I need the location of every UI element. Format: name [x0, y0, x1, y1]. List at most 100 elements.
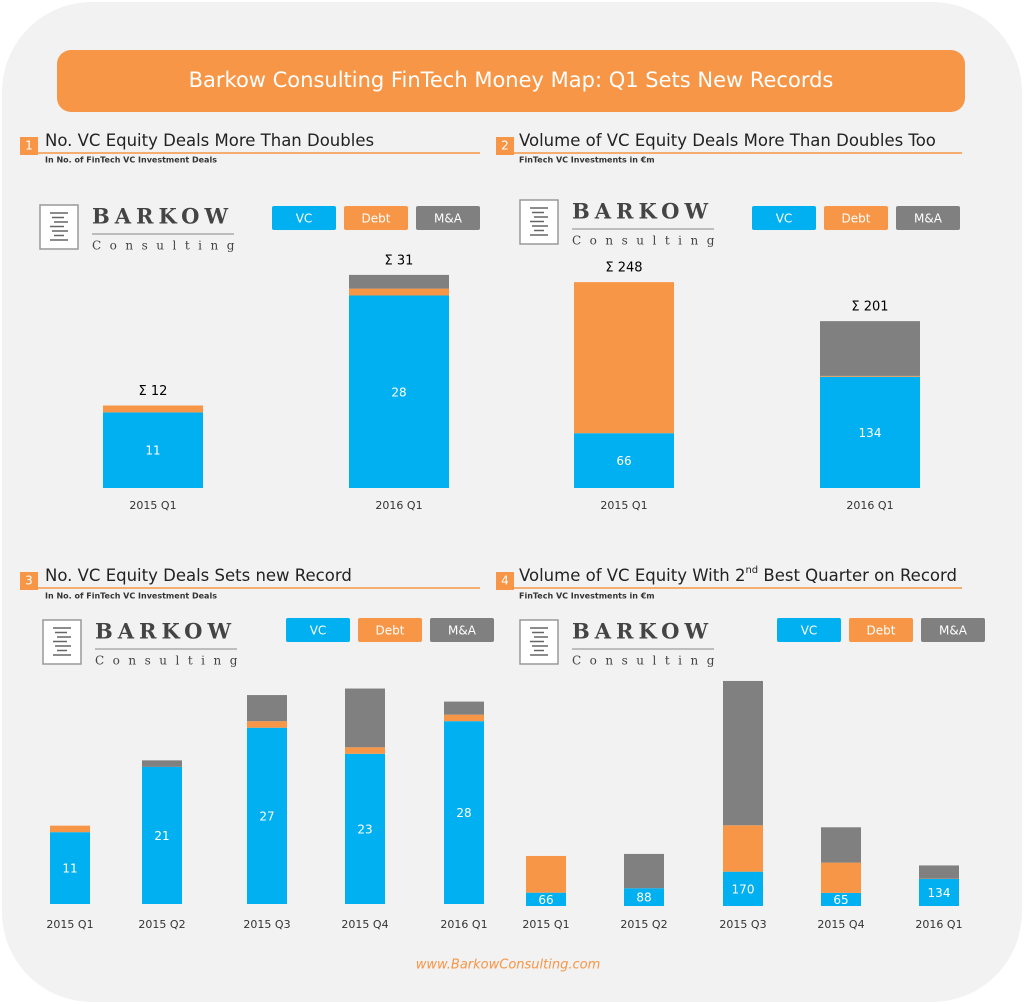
logo-sub: Consulting [92, 239, 243, 253]
x-tick-label: 2016 Q1 [440, 918, 487, 931]
bar-segment [247, 695, 287, 722]
title-part: Volume of VC Equity Deals More Than Doub… [519, 131, 936, 150]
bar-segment [142, 760, 182, 767]
value-label: 28 [391, 385, 406, 399]
x-tick-label: 2015 Q1 [522, 918, 569, 931]
x-tick-label: 2015 Q4 [341, 918, 388, 931]
logo-name: BARKOW [95, 619, 236, 644]
bar-segment [345, 688, 385, 748]
value-label: 66 [616, 454, 631, 468]
value-label: 28 [456, 806, 471, 820]
logo-name: BARKOW [572, 199, 713, 224]
bar-segment [574, 282, 674, 434]
bar-segment [349, 295, 449, 488]
bar-segment [345, 753, 385, 904]
legend-label: VC [296, 212, 313, 226]
logo-name: BARKOW [92, 204, 233, 229]
bar-segment [820, 375, 920, 377]
bar-segment [821, 862, 861, 893]
legend-label: M&A [434, 212, 463, 226]
panel-title: No. VC Equity Deals Sets new Record [45, 566, 352, 585]
logo: BARKOW Consulting [519, 199, 723, 248]
badge [496, 572, 514, 590]
total-label: Σ 31 [385, 253, 414, 268]
bar-segment [444, 714, 484, 722]
bar-segment [444, 701, 484, 715]
panel-title: No. VC Equity Deals More Than Doubles [45, 131, 374, 150]
x-tick-label: 2015 Q1 [46, 918, 93, 931]
legend-swatch [921, 618, 985, 642]
logo: BARKOW Consulting [519, 619, 714, 668]
bar-segment [247, 727, 287, 904]
value-label: 11 [62, 862, 77, 876]
value-label: 170 [732, 882, 755, 896]
bar-segment [103, 405, 203, 413]
legend-swatch [849, 618, 913, 642]
x-tick-label: 2015 Q1 [600, 499, 647, 512]
legend-swatch [896, 206, 960, 230]
legend-label: Debt [867, 624, 896, 638]
logo-icon [39, 204, 79, 250]
bar-segment [820, 376, 920, 488]
legend-swatch [344, 206, 408, 230]
x-tick-label: 2015 Q3 [719, 918, 766, 931]
bar-segment [247, 721, 287, 728]
bar-segment [142, 766, 182, 904]
panel-subtitle: In No. of FinTech VC Investment Deals [45, 156, 217, 165]
value-label: 27 [259, 809, 274, 823]
legend-swatch [416, 206, 480, 230]
bar-segment [526, 892, 566, 906]
bar-segment [624, 853, 664, 889]
bar-segment [723, 825, 763, 872]
x-tick-label: 2016 Q1 [846, 499, 893, 512]
bar-segment [821, 892, 861, 906]
badge [20, 137, 38, 155]
panel-subtitle: FinTech VC Investments in €m [519, 592, 655, 601]
logo-sub: Consulting [95, 654, 246, 668]
value-label: 134 [859, 426, 882, 440]
bar-segment [821, 827, 861, 863]
title-part: Volume of VC Equity With 2 [519, 566, 745, 585]
logo-sub: Consulting [572, 234, 723, 248]
logo: BARKOW Consulting [39, 204, 243, 253]
legend-label: VC [310, 624, 327, 638]
badge-number: 1 [25, 139, 33, 153]
bar-segment [526, 855, 566, 893]
value-label: 11 [145, 444, 160, 458]
value-label: 21 [154, 829, 169, 843]
title-part: No. VC Equity Deals Sets new Record [45, 566, 352, 585]
total-label: Σ 12 [139, 384, 168, 399]
total-label: Σ 248 [605, 261, 642, 276]
legend-label: M&A [939, 624, 968, 638]
legend-swatch [430, 618, 494, 642]
legend-label: Debt [362, 212, 391, 226]
x-tick-label: 2015 Q1 [129, 499, 176, 512]
bar-segment [103, 412, 203, 488]
x-tick-label: 2015 Q2 [138, 918, 185, 931]
logo: BARKOW Consulting [42, 619, 246, 668]
badge-number: 2 [501, 139, 509, 153]
legend-label: VC [801, 624, 818, 638]
bar-segment [723, 871, 763, 906]
title-part: Best Quarter on Record [758, 566, 957, 585]
legend-swatch [358, 618, 422, 642]
x-tick-label: 2015 Q3 [243, 918, 290, 931]
legend-label: VC [776, 212, 793, 226]
total-label: Σ 201 [851, 300, 888, 315]
bar-segment [50, 832, 90, 904]
value-label: 65 [833, 893, 848, 907]
value-label: 88 [636, 891, 651, 905]
panel-title: Volume of VC Equity Deals More Than Doub… [519, 131, 936, 150]
header-bar [57, 50, 965, 112]
badge-number: 3 [25, 574, 33, 588]
bar-segment [349, 274, 449, 289]
panel-subtitle: FinTech VC Investments in €m [519, 156, 655, 165]
x-tick-label: 2016 Q1 [375, 499, 422, 512]
bar-segment [919, 865, 959, 879]
bar-segment [820, 321, 920, 376]
bar-segment [349, 288, 449, 296]
badge [20, 572, 38, 590]
footer-url[interactable]: www.BarkowConsulting.com [416, 958, 601, 973]
bar-segment [919, 878, 959, 906]
legend-swatch [272, 206, 336, 230]
